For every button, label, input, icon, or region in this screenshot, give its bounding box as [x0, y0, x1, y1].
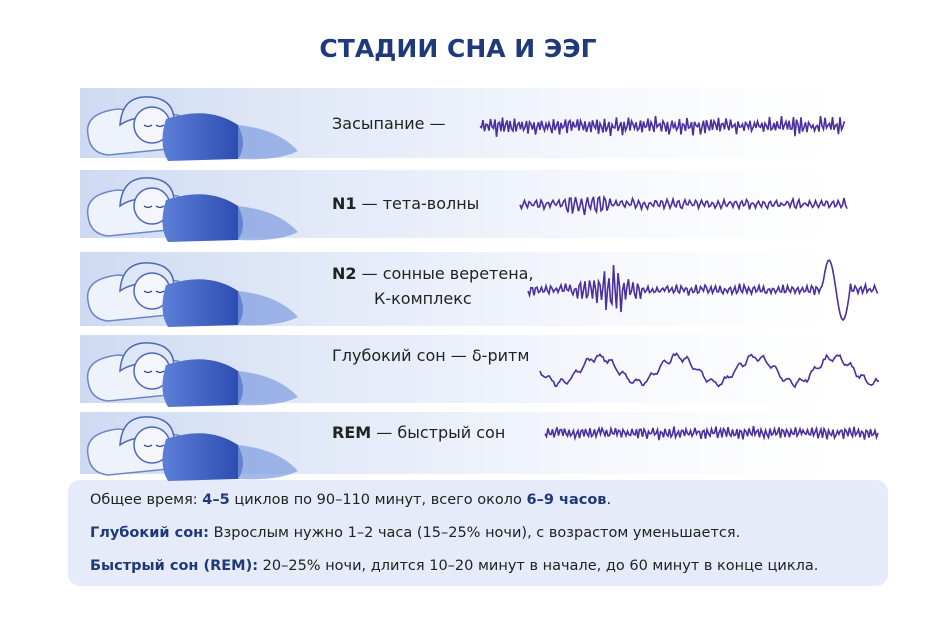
- eeg-wave: [539, 352, 880, 389]
- blanket: [162, 433, 243, 481]
- sleeper-icon: [86, 177, 298, 242]
- summary-part: Быстрый сон (REM):: [90, 558, 258, 574]
- blanket: [162, 194, 243, 242]
- eye: [143, 205, 165, 209]
- stage-label: Глубокий сон — δ-ритм: [332, 346, 529, 365]
- summary-part: 20–25% ночи, длится 10–20 минут в начале…: [258, 558, 818, 574]
- blanket-tail: [238, 291, 298, 326]
- sleeper-icon: [86, 416, 298, 481]
- summary-part: Общее время:: [90, 492, 202, 508]
- label-part: N1: [332, 194, 357, 213]
- eye: [143, 370, 165, 374]
- eeg-wave: [519, 194, 848, 216]
- summary-part: 6–9 часов: [527, 492, 607, 508]
- blanket: [162, 279, 243, 327]
- summary-part: Глубокий сон:: [90, 525, 209, 541]
- blanket-tail: [238, 206, 298, 241]
- sleeper-icon: [86, 262, 298, 327]
- label-part: — быстрый сон: [371, 423, 505, 442]
- summary-line: Общее время: 4–5 циклов по 90–110 минут,…: [90, 492, 611, 508]
- stage-label: N2 — сонные веретена,: [332, 264, 534, 283]
- blanket-tail: [238, 125, 298, 160]
- summary-part: циклов по 90–110 минут, всего около: [230, 492, 527, 508]
- label-part: Засыпание —: [332, 114, 446, 133]
- eeg-wave: [479, 115, 846, 137]
- summary-part: .: [606, 492, 611, 508]
- blanket: [162, 359, 243, 407]
- summary-part: 4–5: [202, 492, 229, 508]
- blanket-tail: [238, 371, 298, 406]
- label-part: К-комплекс: [374, 289, 472, 308]
- label-part: REM: [332, 423, 371, 442]
- stage-label: К-комплекс: [374, 289, 472, 308]
- eye: [143, 124, 165, 128]
- stage-label: REM — быстрый сон: [332, 423, 505, 442]
- eeg-wave: [544, 425, 879, 442]
- blanket: [162, 113, 243, 161]
- eye: [143, 444, 165, 448]
- label-part: — тета-волны: [357, 194, 480, 213]
- summary-line: Глубокий сон: Взрослым нужно 1–2 часа (1…: [90, 525, 740, 541]
- eye: [143, 290, 165, 294]
- label-part: — сонные веретена,: [357, 264, 534, 283]
- label-part: Глубокий сон — δ-ритм: [332, 346, 529, 365]
- summary-line: Быстрый сон (REM): 20–25% ночи, длится 1…: [90, 558, 818, 574]
- summary-part: Взрослым нужно 1–2 часа (15–25% ночи), с…: [209, 525, 740, 541]
- stage-label: N1 — тета-волны: [332, 194, 479, 213]
- stage-label: Засыпание —: [332, 114, 446, 133]
- eeg-wave: [527, 259, 879, 322]
- summary-box: [68, 480, 888, 586]
- label-part: N2: [332, 264, 357, 283]
- blanket-tail: [238, 445, 298, 480]
- sleeper-icon: [86, 342, 298, 407]
- sleeper-icon: [86, 96, 298, 161]
- title: СТАДИИ СНА И ЭЭГ: [319, 34, 596, 63]
